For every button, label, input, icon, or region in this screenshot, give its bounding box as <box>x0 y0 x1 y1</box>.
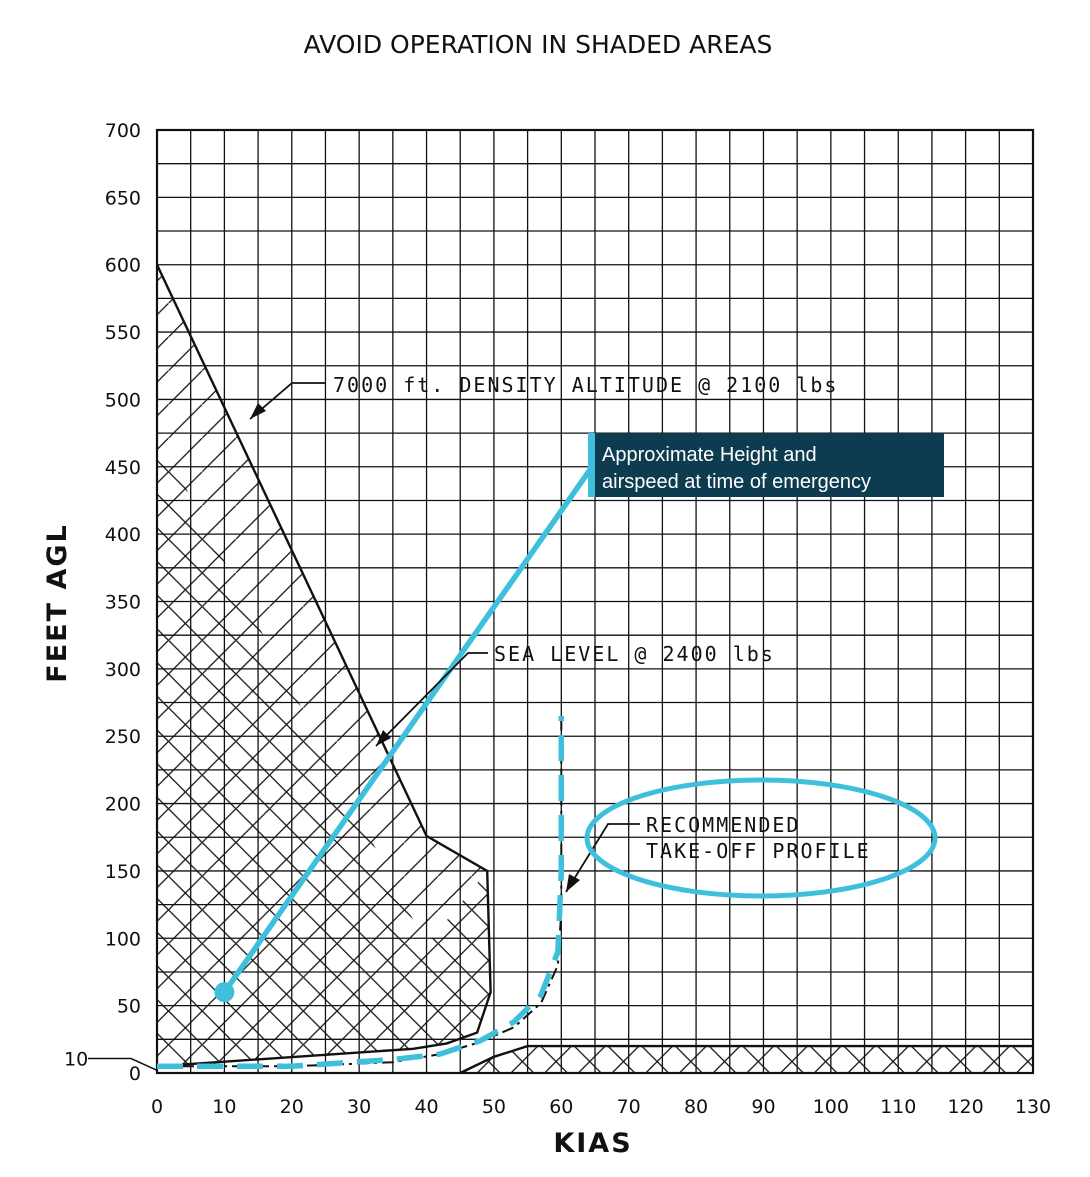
shaded-areas <box>157 264 1033 1073</box>
x-tick-label: 80 <box>684 1096 708 1118</box>
x-tick-label: 120 <box>947 1096 983 1118</box>
x-tick-label: 50 <box>482 1096 506 1118</box>
y-tick-label: 650 <box>105 187 141 209</box>
chart-annotations: 7000 ft. DENSITY ALTITUDE @ 2100 lbs SEA … <box>214 373 944 1003</box>
leader-recommended <box>565 823 640 893</box>
x-tick-label: 100 <box>813 1096 849 1118</box>
chart-curves <box>155 264 1033 1075</box>
y-tick-label: 700 <box>105 120 141 142</box>
callout-text-line2: airspeed at time of emergency <box>602 471 871 493</box>
y-tick-label: 400 <box>105 524 141 546</box>
annotation-density-altitude: 7000 ft. DENSITY ALTITUDE @ 2100 lbs <box>333 373 838 397</box>
leader-sea-level <box>375 652 488 747</box>
arrowhead-recommended <box>566 874 580 892</box>
arrowhead-density-altitude <box>250 403 266 419</box>
shaded-region-sea-level <box>157 433 491 1067</box>
y-tick-label: 0 <box>129 1063 141 1085</box>
shaded-region-high-speed-back <box>460 1046 1033 1073</box>
annotation-sea-level: SEA LEVEL @ 2400 lbs <box>494 642 775 666</box>
x-tick-label: 40 <box>414 1096 438 1118</box>
highlight-ellipse <box>584 777 938 899</box>
y-tick-label: 200 <box>105 794 141 816</box>
leader-density-altitude <box>249 382 326 420</box>
y-tick-label: 600 <box>105 255 141 277</box>
annotation-recommended-line1: RECOMMENDED <box>646 813 800 837</box>
x-tick-label: 20 <box>280 1096 304 1118</box>
annotation-recommended-line2: TAKE-OFF PROFILE <box>646 839 871 863</box>
y-tick-label: 100 <box>105 928 141 950</box>
chart-title: AVOID OPERATION IN SHADED AREAS <box>304 30 773 59</box>
x-axis-label: KIAS <box>553 1128 632 1159</box>
curve-high-speed-band <box>459 1044 1033 1075</box>
x-tick-label: 10 <box>212 1096 236 1118</box>
y-tick-label-10: 10 <box>64 1049 88 1071</box>
x-tick-label: 130 <box>1015 1096 1051 1118</box>
x-tick-label: 110 <box>880 1096 916 1118</box>
y-tick-label: 350 <box>105 592 141 614</box>
callout-text-line1: Approximate Height and <box>602 444 817 466</box>
y-tick-label: 450 <box>105 457 141 479</box>
x-tick-label: 60 <box>549 1096 573 1118</box>
y-tick-label: 300 <box>105 659 141 681</box>
curve-density-altitude <box>155 264 492 1068</box>
emergency-pointer-line <box>222 462 597 994</box>
callout-box <box>591 433 944 497</box>
y-axis-ticks: 0 50 100 150 200 250 300 350 400 450 500 550 600 650 7… <box>64 120 158 1085</box>
x-tick-label: 90 <box>751 1096 775 1118</box>
y-tick-10-leader <box>88 1057 158 1071</box>
y-axis-label: FEET AGL <box>42 523 73 682</box>
plot-frame <box>155 128 1035 1075</box>
emergency-point <box>214 982 235 1003</box>
y-tick-label: 150 <box>105 861 141 883</box>
y-tick-label: 550 <box>105 322 141 344</box>
y-tick-label: 250 <box>105 726 141 748</box>
x-tick-label: 30 <box>347 1096 371 1118</box>
x-axis-ticks: 0 10 20 30 40 50 60 70 80 90 100 110 120 130 <box>151 1096 1051 1118</box>
x-tick-label: 70 <box>617 1096 641 1118</box>
curve-recommended-profile <box>157 716 565 1070</box>
y-tick-label: 50 <box>117 996 141 1018</box>
y-tick-label: 500 <box>105 389 141 411</box>
arrowhead-sea-level <box>376 730 391 746</box>
chart-grid <box>155 128 1035 1075</box>
callout-accent-bar <box>588 433 595 497</box>
x-tick-label: 0 <box>151 1096 163 1118</box>
